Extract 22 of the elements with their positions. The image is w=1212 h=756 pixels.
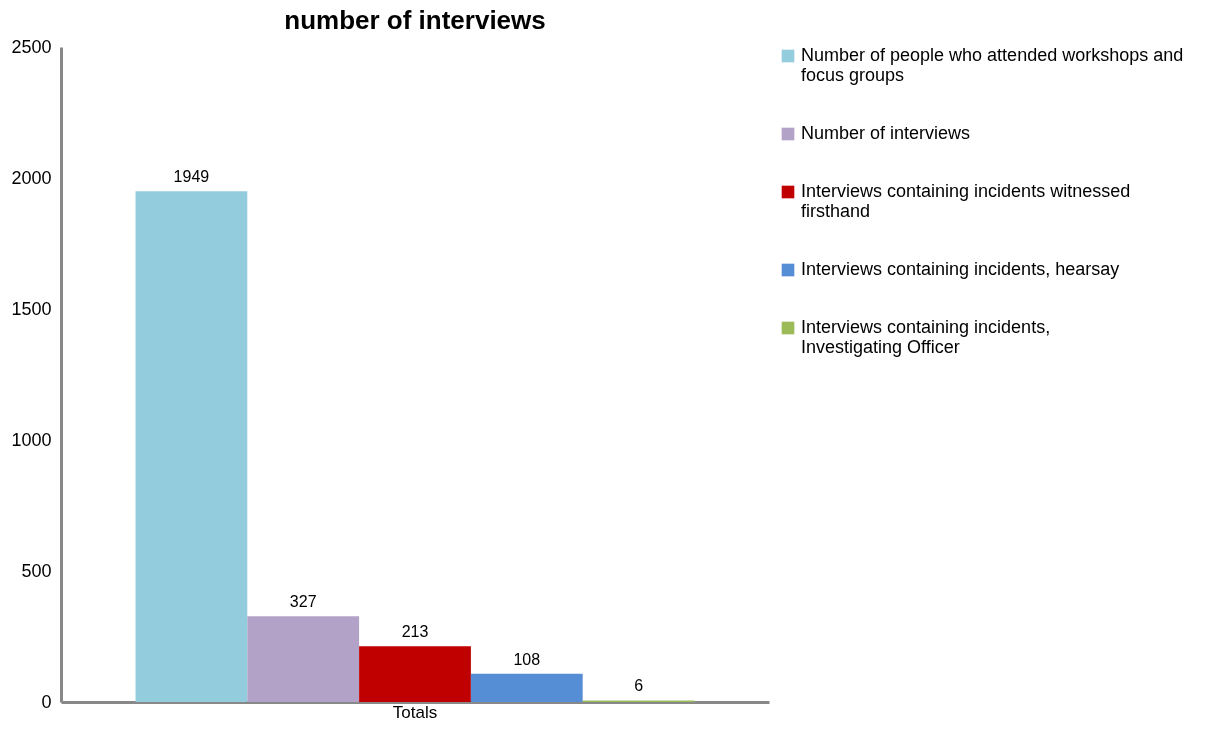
data-label: 108 (513, 650, 541, 668)
data-label: 213 (401, 623, 429, 641)
legend-label: Number of people who attended workshops and focus groups (801, 45, 1184, 85)
y-tick-label: 2000 (11, 167, 52, 188)
bar (135, 191, 248, 702)
y-tick-label: 1000 (11, 429, 52, 450)
x-tick-label: Totals (392, 702, 438, 722)
data-label: 6 (634, 677, 644, 695)
bar (247, 616, 360, 702)
legend-label: Interviews containing incidents, Investigating Officer (801, 317, 1051, 357)
bar (470, 673, 583, 702)
data-label: 1949 (173, 168, 210, 186)
y-tick-label: 500 (21, 560, 52, 581)
y-tick-label: 2500 (11, 36, 52, 57)
bar (359, 646, 471, 702)
legend-label: Interviews containing incidents, hearsay (801, 259, 1120, 279)
chart-title: number of interviews (284, 5, 546, 35)
legend-label: Interviews containing incidents witnessed firsthand (801, 181, 1131, 221)
legend-label: Number of interviews (801, 123, 971, 143)
y-tick-label: 0 (41, 691, 52, 712)
data-label: 327 (289, 593, 317, 611)
y-tick-label: 1500 (11, 298, 52, 319)
